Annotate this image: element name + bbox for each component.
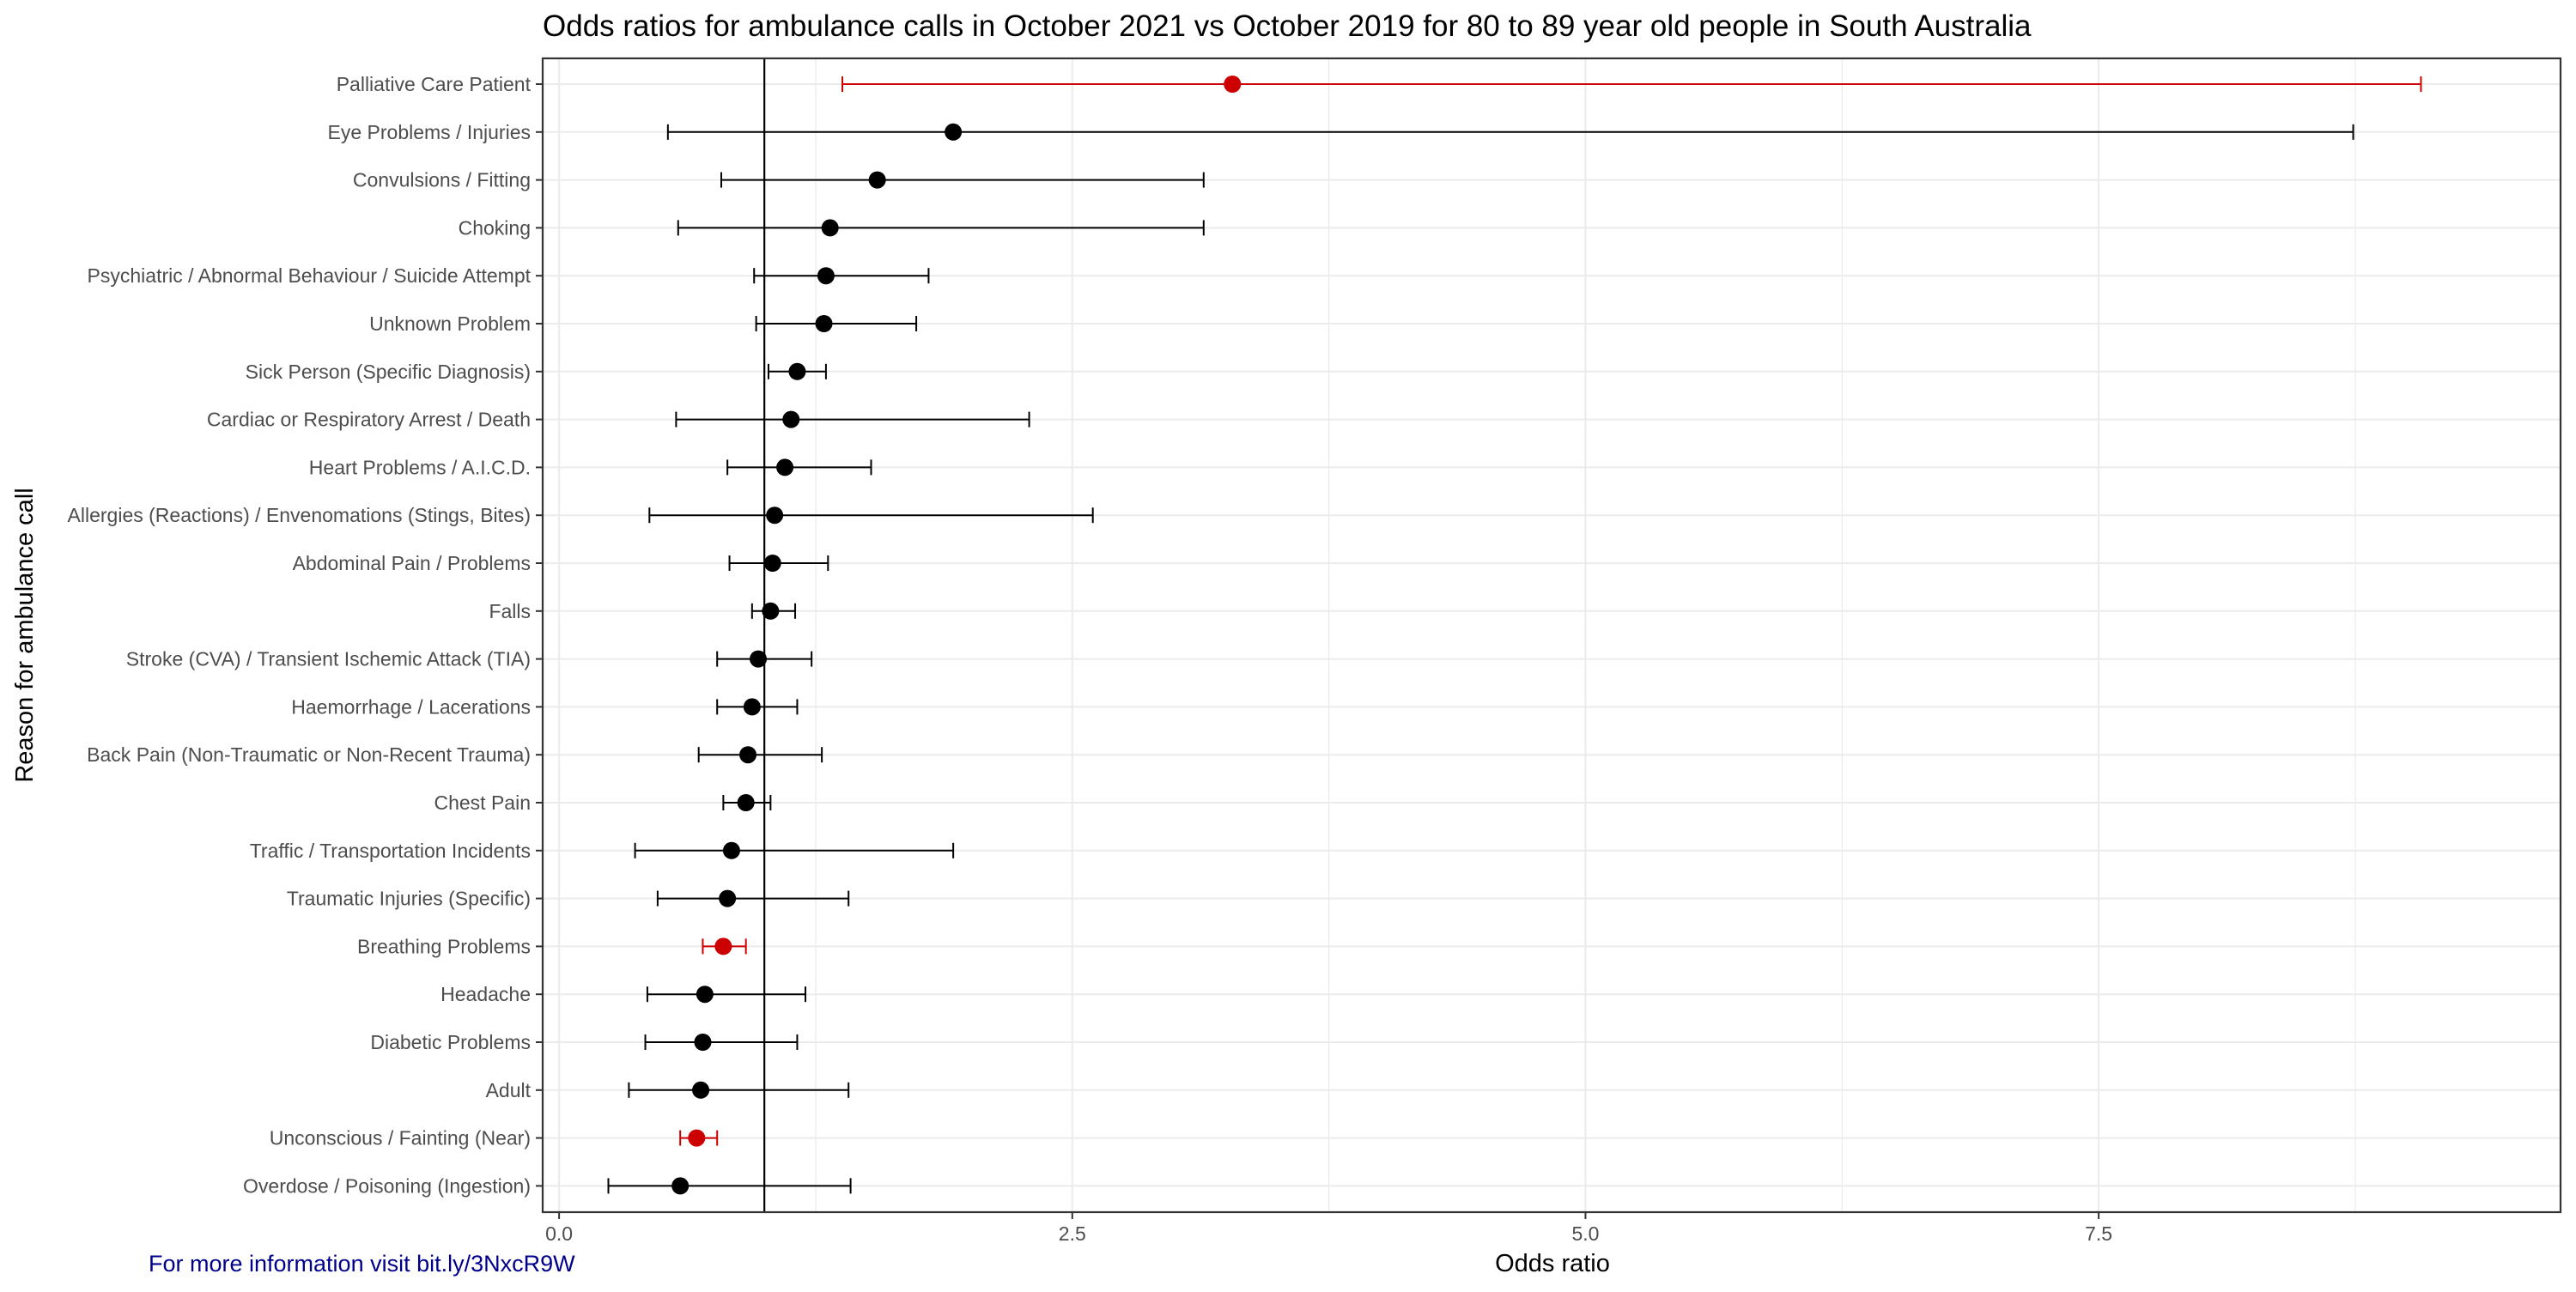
data-point: [821, 219, 839, 237]
y-tick-label: Abdominal Pain / Problems: [293, 552, 531, 574]
y-tick-label: Sick Person (Specific Diagnosis): [246, 361, 531, 383]
data-point: [868, 171, 886, 189]
y-tick-label: Convulsions / Fitting: [353, 169, 531, 191]
data-row: [697, 746, 823, 764]
data-point: [763, 555, 781, 572]
data-point: [776, 458, 794, 476]
data-row: [716, 650, 813, 668]
y-tick-label: Choking: [459, 216, 531, 239]
y-tick-label: Psychiatric / Abnormal Behaviour / Suici…: [88, 264, 532, 287]
data-row: [728, 555, 829, 572]
x-axis-title: Odds ratio: [1495, 1250, 1610, 1277]
data-row: [753, 267, 930, 285]
data-row: [607, 1177, 852, 1195]
x-tick-label: 5.0: [1571, 1222, 1599, 1245]
data-point: [815, 315, 833, 332]
data-point: [671, 1177, 690, 1195]
y-tick-label: Unconscious / Fainting (Near): [270, 1127, 531, 1149]
data-point: [1224, 76, 1242, 93]
data-row: [750, 602, 797, 620]
data-row: [726, 458, 872, 476]
y-tick-label: Stroke (CVA) / Transient Ischemic Attack…: [126, 648, 531, 670]
y-tick-label: Traffic / Transportation Incidents: [250, 840, 531, 862]
y-tick-label: Headache: [440, 983, 531, 1005]
y-tick-label: Diabetic Problems: [370, 1031, 531, 1053]
y-axis-title: Reason for ambulance call: [11, 488, 39, 782]
data-row: [628, 1081, 850, 1099]
data-point: [945, 123, 963, 141]
data-point: [696, 986, 714, 1004]
data-point: [688, 1129, 706, 1147]
data-row: [679, 1129, 719, 1147]
data-row: [720, 171, 1205, 189]
y-tick-label: Allergies (Reactions) / Envenomations (S…: [68, 504, 531, 526]
y-tick-label: Palliative Care Patient: [337, 73, 532, 95]
info-caption: For more information visit bit.ly/3NxcR9…: [149, 1251, 575, 1277]
data-row: [722, 794, 772, 811]
panel-background: [543, 58, 2561, 1212]
data-point: [766, 506, 784, 525]
data-row: [648, 506, 1094, 525]
y-tick-label: Back Pain (Non-Traumatic or Non-Recent T…: [87, 743, 531, 766]
x-tick-label: 7.5: [2085, 1222, 2112, 1245]
x-axis: 0.0 2.5 5.0 7.5: [545, 1212, 2112, 1245]
y-axis: Palliative Care Patient Eye Problems / In…: [68, 73, 543, 1197]
data-row: [675, 410, 1030, 428]
data-row: [656, 889, 850, 907]
y-tick-label: Cardiac or Respiratory Arrest / Death: [207, 409, 531, 431]
data-row: [644, 1034, 799, 1051]
data-row: [666, 123, 2354, 141]
data-row: [702, 937, 747, 955]
data-point: [714, 937, 732, 955]
y-tick-label: Traumatic Injuries (Specific): [287, 888, 531, 910]
data-row: [767, 362, 827, 380]
plot-panel: [541, 57, 2562, 1214]
data-row: [677, 219, 1205, 237]
data-row: [634, 841, 955, 859]
chart-title: Odds ratios for ambulance calls in Octob…: [543, 9, 2032, 43]
data-row: [716, 698, 799, 716]
data-point: [788, 362, 806, 380]
y-tick-label: Overdose / Poisoning (Ingestion): [243, 1174, 531, 1197]
x-tick-label: 0.0: [545, 1222, 573, 1245]
y-tick-label: Breathing Problems: [357, 935, 531, 957]
y-tick-label: Unknown Problem: [369, 312, 531, 335]
y-tick-label: Falls: [489, 600, 531, 622]
y-tick-label: Chest Pain: [434, 792, 531, 814]
data-point: [817, 267, 835, 285]
data-row: [755, 315, 918, 332]
y-tick-label: Heart Problems / A.I.C.D.: [309, 456, 531, 478]
data-marks: [607, 76, 2422, 1195]
data-point: [739, 746, 757, 764]
data-point: [692, 1081, 710, 1099]
data-point: [782, 410, 800, 428]
data-point: [762, 602, 780, 620]
data-point: [719, 889, 737, 907]
data-row: [841, 76, 2422, 93]
y-tick-label: Adult: [486, 1079, 532, 1101]
y-tick-label: Haemorrhage / Lacerations: [291, 695, 531, 718]
x-tick-label: 2.5: [1059, 1222, 1086, 1245]
data-point: [722, 841, 740, 859]
data-point: [694, 1034, 712, 1051]
panel-border: [541, 57, 2562, 1214]
y-tick-label: Eye Problems / Injuries: [328, 121, 531, 143]
data-point: [750, 650, 768, 668]
data-point: [743, 698, 761, 716]
data-point: [737, 794, 755, 811]
data-row: [646, 986, 807, 1004]
